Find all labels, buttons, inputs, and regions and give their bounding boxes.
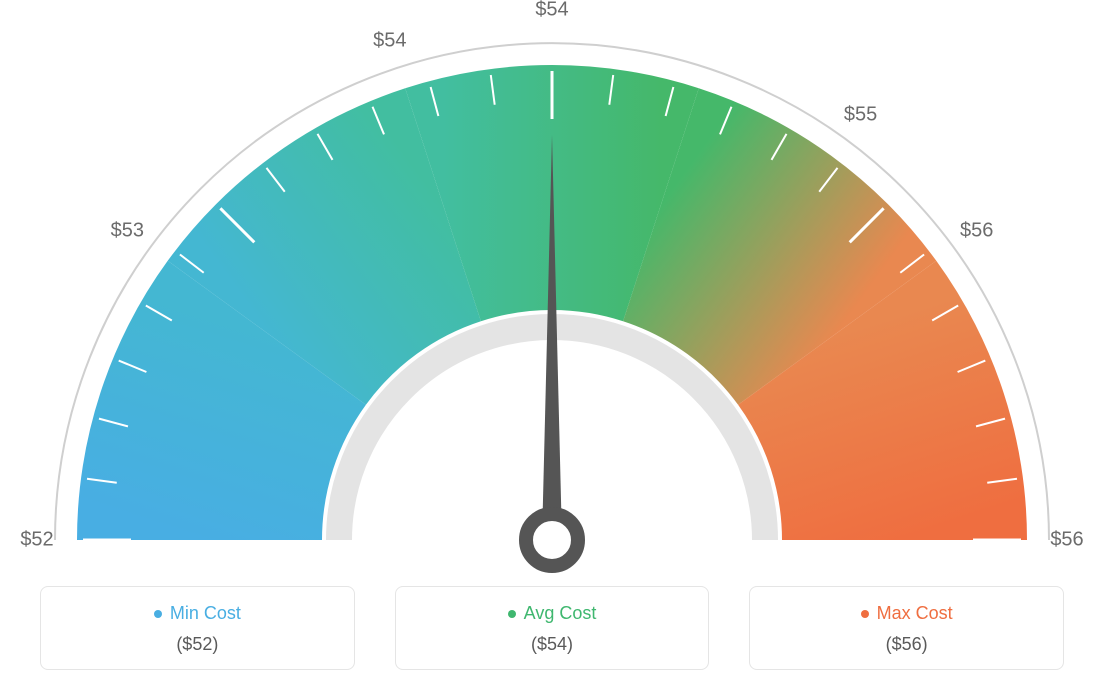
legend-value: ($54) (406, 634, 699, 655)
legend-title: Min Cost (154, 603, 241, 624)
gauge-needle-hub (526, 514, 578, 566)
legend-title-text: Avg Cost (524, 603, 597, 624)
legend-title: Avg Cost (508, 603, 597, 624)
chart-container: $52 $53 $54 $54 $55 $56 $56 Min Cost ($52) Avg C… (0, 0, 1104, 690)
legend-card: Max Cost ($56) (749, 586, 1064, 670)
gauge-svg (0, 0, 1104, 580)
gauge-scale-label: $54 (373, 29, 406, 52)
gauge-scale-label: $53 (111, 220, 144, 243)
legend-title: Max Cost (861, 603, 953, 624)
gauge-scale-label: $54 (535, 0, 568, 22)
gauge-scale-label: $52 (20, 529, 53, 552)
gauge-scale-label: $56 (1050, 529, 1083, 552)
legend-card: Avg Cost ($54) (395, 586, 710, 670)
legend-dot-icon (861, 610, 869, 618)
gauge-chart: $52 $53 $54 $54 $55 $56 $56 (0, 0, 1104, 570)
legend-card: Min Cost ($52) (40, 586, 355, 670)
gauge-scale-label: $56 (960, 220, 993, 243)
legend-row: Min Cost ($52) Avg Cost ($54) Max Cost ($56) (0, 586, 1104, 670)
legend-title-text: Min Cost (170, 603, 241, 624)
legend-dot-icon (508, 610, 516, 618)
legend-value: ($52) (51, 634, 344, 655)
legend-dot-icon (154, 610, 162, 618)
legend-value: ($56) (760, 634, 1053, 655)
legend-title-text: Max Cost (877, 603, 953, 624)
gauge-scale-label: $55 (844, 104, 877, 127)
